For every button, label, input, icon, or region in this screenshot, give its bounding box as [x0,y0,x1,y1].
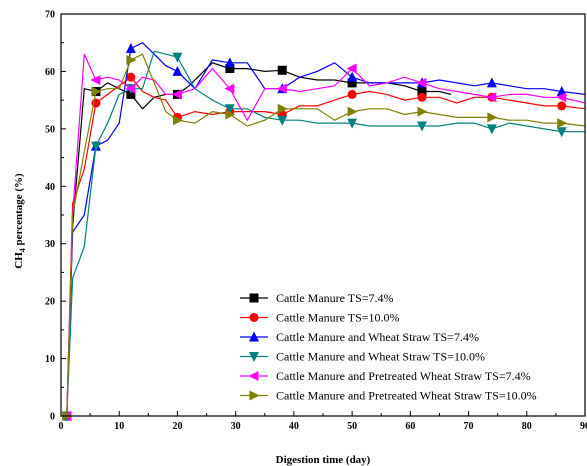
legend-label: Cattle Manure and Pretreated Wheat Straw… [276,389,537,403]
x-tick-label: 10 [114,421,124,432]
y-axis-label-rest: percentage (%) [13,173,25,248]
legend-entry: Cattle Manure and Wheat Straw TS=7.4% [240,330,479,344]
legend-label: Cattle Manure TS=10.0% [276,311,400,325]
legend-entry: Cattle Manure and Pretreated Wheat Straw… [240,389,537,403]
data-point [277,103,288,114]
data-point [347,106,358,117]
data-point [347,89,357,99]
data-point [172,52,183,63]
data-point [224,57,235,68]
data-point [277,115,288,126]
y-axis-label: CH4 percentage (%) [13,173,27,269]
axes-layer: 0 10 20 30 40 50 60 70 80 90 0 10 20 30 40 50 60 70 [45,10,587,433]
y-tick-label: 30 [45,239,55,250]
y-tick-label: 60 [45,67,55,78]
legend-entry: Cattle Manure and Wheat Straw TS=10.0% [240,350,485,364]
series-layer [61,41,586,422]
data-point [416,121,427,132]
legend-label: Cattle Manure and Wheat Straw TS=10.0% [276,350,485,364]
data-point [486,77,497,88]
data-point [126,72,136,82]
x-tick-label: 40 [289,421,299,432]
data-point [90,75,101,86]
y-tick-label: 40 [45,182,55,193]
data-point [172,65,183,76]
data-point [416,77,427,88]
data-point [556,127,567,138]
data-point [556,92,567,103]
data-point [486,92,497,103]
series-line [66,53,586,417]
data-point [172,115,183,126]
data-point [91,86,102,97]
data-point [417,92,427,102]
x-tick-label: 80 [522,421,532,432]
series-6 [62,53,586,421]
legend: Cattle Manure TS=7.4% Cattle Manure TS=10… [240,291,537,403]
data-point [225,64,235,74]
data-point [347,118,358,129]
y-axis-label-subscript: 4 [18,248,27,252]
series-line [66,50,585,417]
x-tick-label: 20 [172,421,182,432]
data-point [225,109,236,120]
data-point [487,112,498,123]
plot-background [61,14,585,416]
data-point [347,78,357,88]
series-line [66,76,586,417]
data-point [126,89,136,99]
series-line [66,53,586,417]
data-point [126,54,137,65]
y-tick-label: 0 [50,412,55,423]
x-tick-label: 90 [580,421,587,432]
data-point [171,89,182,100]
data-point [486,124,497,135]
x-tick-label: 30 [231,421,241,432]
data-point [417,87,427,97]
legend-marker [249,390,260,401]
data-point [557,118,568,129]
x-tick-label: 60 [405,421,415,432]
legend-label: Cattle Manure and Pretreated Wheat Straw… [276,369,531,383]
y-axis-label-main: CH [13,252,25,269]
x-axis-label: Digestion time (day) [276,454,371,466]
legend-marker [249,352,259,362]
data-point [224,104,235,115]
data-point [224,83,235,94]
x-tick-label: 70 [464,421,474,432]
data-point [277,65,287,75]
legend-marker [249,293,259,303]
plot-area [61,14,585,416]
legend-entry: Cattle Manure and Pretreated Wheat Straw… [240,369,531,383]
data-point [276,83,287,94]
data-point [90,141,101,152]
y-tick-label: 10 [45,354,55,365]
legend-label: Cattle Manure TS=7.4% [276,291,394,305]
legend-entry: Cattle Manure TS=10.0% [240,311,400,325]
data-point [346,63,357,74]
data-point [125,42,136,53]
legend-marker [249,313,259,322]
y-tick-label: 20 [45,297,55,308]
legend-label: Cattle Manure and Wheat Straw TS=7.4% [276,330,479,344]
data-point [557,101,567,111]
y-tick-label: 70 [45,10,55,21]
x-tick-label: 50 [347,421,357,432]
legend-entry: Cattle Manure TS=7.4% [240,291,394,305]
data-point [125,83,136,94]
legend-marker [248,371,259,381]
data-point [417,106,428,117]
x-tick-label: 0 [59,421,64,432]
y-tick-label: 50 [45,124,55,135]
series-line [66,41,586,417]
data-point [347,71,358,82]
legend-marker [249,331,259,342]
